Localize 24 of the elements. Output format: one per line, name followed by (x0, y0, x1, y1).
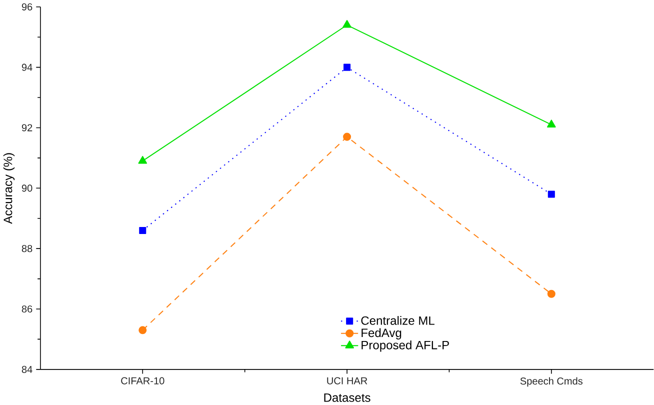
y-tick-label: 84 (22, 366, 32, 373)
y-tick-label: 88 (22, 244, 32, 252)
x-tick-label: Speech Cmds (520, 377, 583, 386)
point (139, 226, 146, 234)
point (138, 156, 148, 164)
y-tick-label: 96 (22, 3, 32, 10)
y-tick-label: 94 (22, 64, 32, 71)
x-axis-title: Datasets (324, 393, 370, 402)
legend-label: FedAvg (362, 328, 402, 340)
x-tick-label: UCI HAR (327, 377, 368, 384)
point (138, 326, 147, 334)
y-tick-label: 86 (22, 305, 32, 312)
point (548, 190, 555, 198)
point (546, 120, 556, 128)
point (343, 132, 352, 141)
y-tick-label: 92 (22, 124, 32, 132)
y-tick-label: 90 (22, 184, 32, 192)
point (344, 64, 351, 71)
legend-label: Proposed AFL-P (362, 340, 449, 352)
legend-label: Centralize ML (361, 316, 434, 325)
point (342, 20, 352, 28)
x-tick-label: CIFAR-10 (121, 377, 164, 384)
y-axis-title: Accuracy (%) (3, 153, 15, 224)
point (547, 290, 556, 298)
